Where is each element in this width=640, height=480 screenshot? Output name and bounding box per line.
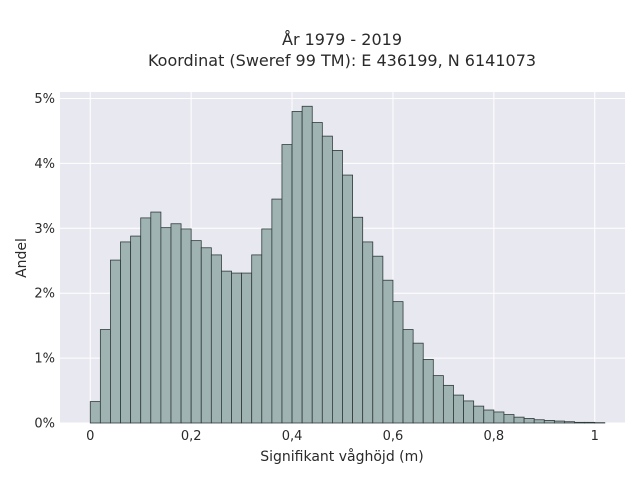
histogram-bar-27 — [362, 241, 374, 424]
histogram-bar-28 — [372, 255, 384, 424]
y-tick-label-1: 1% — [34, 352, 55, 367]
histogram-bar-45 — [543, 420, 555, 424]
histogram-bar-12 — [210, 254, 222, 424]
histogram-bar-2 — [110, 259, 121, 424]
histogram-bar-13 — [221, 270, 232, 424]
histogram-bar-31 — [402, 329, 414, 424]
x-tick-label-3: 0,6 — [383, 429, 404, 444]
histogram-bar-4 — [130, 235, 142, 424]
y-tick-label-5: 5% — [34, 92, 55, 107]
y-axis-ticks: 0% 1% 2% 3% 4% 5% — [34, 92, 55, 432]
histogram-bar-11 — [200, 247, 212, 424]
histogram-bar-21 — [301, 105, 313, 424]
histogram-bar-35 — [442, 384, 454, 424]
histogram-bar-17 — [261, 228, 273, 424]
histogram-bar-23 — [321, 135, 333, 424]
histogram-bar-43 — [523, 418, 535, 424]
y-axis-title: Andel — [14, 238, 30, 278]
x-axis-ticks: 0 0,2 0,4 0,6 0,8 1 — [86, 429, 599, 444]
histogram-bar-46 — [553, 420, 565, 424]
x-tick-label-2: 0,4 — [282, 429, 303, 444]
histogram-bar-15 — [241, 272, 253, 424]
histogram-bar-3 — [120, 241, 132, 424]
histogram-bar-22 — [311, 122, 323, 424]
histogram-bar-38 — [473, 405, 485, 424]
chart-subtitle: Koordinat (Sweref 99 TM): E 436199, N 61… — [148, 51, 536, 70]
x-tick-label-5: 1 — [591, 429, 599, 444]
histogram-bar-18 — [271, 198, 283, 424]
histogram-bar-5 — [140, 217, 152, 424]
histogram-bar-9 — [180, 228, 192, 424]
histogram-bar-32 — [412, 342, 424, 424]
histogram-bar-6 — [150, 211, 162, 424]
histogram-bar-19 — [281, 144, 293, 424]
y-tick-label-4: 4% — [34, 157, 55, 172]
y-tick-label-0: 0% — [34, 417, 55, 432]
histogram-bar-37 — [463, 400, 475, 424]
chart-title: År 1979 - 2019 — [282, 30, 402, 49]
y-tick-label-2: 2% — [34, 287, 55, 302]
histogram-bar-42 — [513, 416, 525, 424]
histogram-bar-7 — [160, 227, 172, 424]
histogram-bar-34 — [432, 375, 444, 424]
histogram-bar-25 — [342, 174, 353, 424]
histogram-bar-10 — [190, 240, 202, 424]
histogram-bar-16 — [251, 254, 263, 424]
histogram-bar-33 — [422, 358, 434, 424]
histogram-bar-29 — [382, 279, 394, 424]
histogram-bars — [89, 105, 606, 424]
histogram-bar-40 — [493, 411, 505, 424]
histogram-bar-41 — [503, 414, 515, 424]
x-tick-label-0: 0 — [86, 429, 94, 444]
histogram-bar-49 — [584, 421, 596, 424]
histogram-bar-24 — [332, 150, 343, 424]
histogram-bar-36 — [453, 394, 464, 424]
x-axis-title: Signifikant våghöjd (m) — [260, 448, 423, 465]
histogram-bar-14 — [231, 272, 243, 424]
histogram-bar-8 — [170, 223, 182, 424]
y-tick-label-3: 3% — [34, 222, 55, 237]
histogram-bar-39 — [483, 409, 495, 424]
histogram-bar-0 — [89, 401, 101, 424]
x-tick-label-4: 0,8 — [483, 429, 504, 444]
histogram-bar-30 — [392, 301, 404, 424]
histogram-bar-1 — [99, 329, 111, 424]
histogram-bar-48 — [574, 421, 586, 424]
histogram-bar-26 — [352, 216, 364, 424]
histogram-bar-44 — [533, 419, 545, 424]
histogram-bar-47 — [564, 421, 575, 424]
x-tick-label-1: 0,2 — [181, 429, 202, 444]
histogram-bar-20 — [291, 111, 303, 424]
